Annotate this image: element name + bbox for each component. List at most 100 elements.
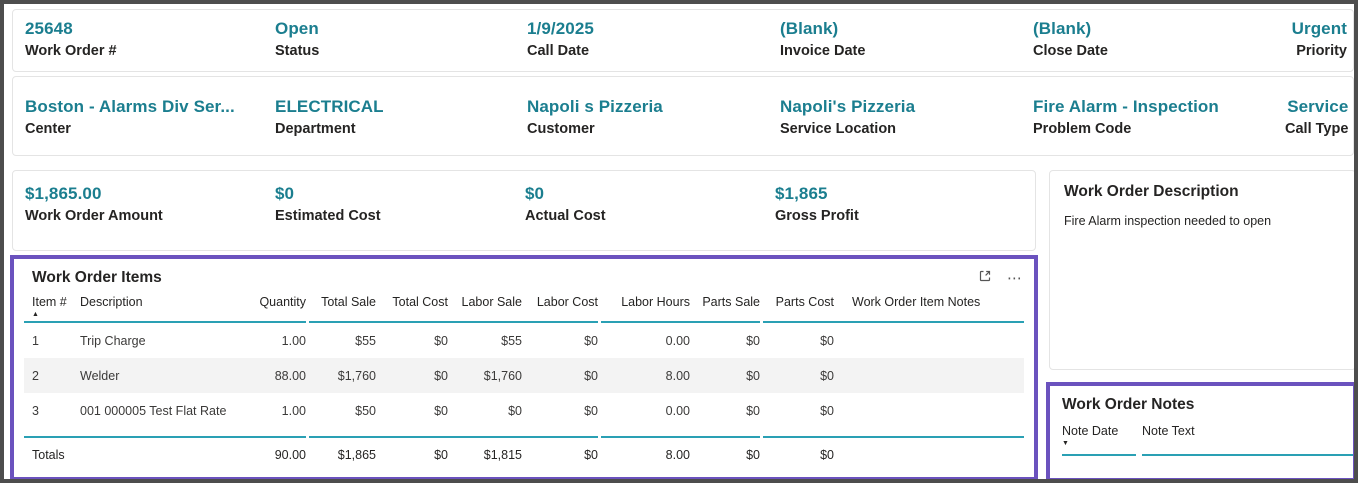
work-order-items-panel: Work Order Items ⋯ Item # ▲ Description … [10,255,1038,479]
kpi-value: $0 [525,184,545,203]
kpi-priority[interactable]: Urgent Priority [1285,19,1347,71]
more-options-icon[interactable]: ⋯ [1007,269,1022,287]
kpi-work-order-number[interactable]: 25648 Work Order # [25,19,275,71]
totals-total-sale: $1,865 [337,448,376,462]
kpi-gross-profit[interactable]: $1,865 Gross Profit [775,184,1035,250]
kpi-label: Priority [1296,43,1347,59]
kpi-invoice-date[interactable]: (Blank) Invoice Date [780,19,1033,71]
sort-descending-icon: ▼ [1062,440,1069,447]
cell-labor-hours: 8.00 [665,368,690,383]
kpi-customer[interactable]: Napoli s Pizzeria Customer [527,97,780,155]
cell-description: Welder [80,368,120,383]
column-header-total-cost[interactable]: Total Cost [392,295,448,309]
kpi-call-date[interactable]: 1/9/2025 Call Date [527,19,780,71]
cell-quantity: 1.00 [281,333,306,348]
kpi-estimated-cost[interactable]: $0 Estimated Cost [275,184,525,250]
totals-quantity: 90.00 [274,448,306,462]
work-order-description-text: Fire Alarm inspection needed to open [1064,214,1272,228]
kpi-actual-cost[interactable]: $0 Actual Cost [525,184,775,250]
totals-parts-cost: $0 [820,448,834,462]
kpi-row-1: 25648 Work Order # Open Status 1/9/2025 … [12,9,1354,72]
cell-parts-sale: $0 [746,368,760,383]
cell-total-sale: $55 [355,333,376,348]
kpi-close-date[interactable]: (Blank) Close Date [1033,19,1285,71]
totals-labor-cost: $0 [584,448,598,462]
cell-parts-cost: $0 [820,333,834,348]
kpi-problem-code[interactable]: Fire Alarm - Inspection Problem Code [1033,97,1285,155]
kpi-work-order-amount[interactable]: $1,865.00 Work Order Amount [25,184,275,250]
cell-parts-sale: $0 [746,333,760,348]
focus-mode-icon[interactable] [977,268,993,289]
cell-labor-sale: $0 [508,403,522,418]
kpi-call-type[interactable]: Service Call Type [1285,97,1348,155]
cell-labor-hours: 0.00 [665,403,690,418]
kpi-value: Napoli's Pizzeria [780,97,916,116]
kpi-label: Work Order Amount [25,208,163,224]
kpi-value: Urgent [1291,19,1347,38]
cell-parts-cost: $0 [820,403,834,418]
column-header-item[interactable]: Item # ▲ [32,295,67,318]
totals-row: Totals 90.00 $1,865 $0 $1,815 $0 8.00 $0… [24,436,1024,472]
column-header-quantity[interactable]: Quantity [259,295,306,309]
cell-total-sale: $50 [355,403,376,418]
kpi-value: Service [1287,97,1349,116]
kpi-value: ELECTRICAL [275,97,384,116]
work-order-description-card[interactable]: Work Order Description Fire Alarm inspec… [1049,170,1354,370]
cell-labor-cost: $0 [584,333,598,348]
cell-description: 001 000005 Test Flat Rate [80,403,227,418]
header-line-gap [598,321,601,323]
kpi-label: Center [25,121,71,137]
work-order-notes-title: Work Order Notes [1062,396,1195,413]
kpi-value: Boston - Alarms Div Ser... [25,97,235,116]
kpi-value: $1,865.00 [25,184,102,203]
cell-total-sale: $1,760 [337,368,376,383]
totals-labor-hours: 8.00 [665,448,690,462]
kpi-value: $0 [275,184,295,203]
cell-parts-cost: $0 [820,368,834,383]
kpi-status[interactable]: Open Status [275,19,527,71]
kpi-service-location[interactable]: Napoli's Pizzeria Service Location [780,97,1033,155]
totals-line-gap [598,436,601,438]
items-table-header: Item # ▲ Description Quantity Total Sale… [24,295,1024,323]
cell-item: 3 [32,403,39,418]
cell-quantity: 1.00 [281,403,306,418]
visual-header-toolbar: ⋯ [977,268,1022,289]
kpi-label: Problem Code [1033,121,1132,137]
kpi-department[interactable]: ELECTRICAL Department [275,97,527,155]
header-line-gap [760,321,763,323]
totals-label: Totals [32,448,65,462]
column-header-work-order-item-notes[interactable]: Work Order Item Notes [852,295,981,309]
column-header-total-sale[interactable]: Total Sale [321,295,376,309]
table-row[interactable]: 3 001 000005 Test Flat Rate 1.00 $50 $0 … [24,393,1024,428]
kpi-value: Open [275,19,319,38]
column-header-note-text[interactable]: Note Text [1142,424,1353,456]
column-header-labor-hours[interactable]: Labor Hours [621,295,690,309]
table-row[interactable]: 2 Welder 88.00 $1,760 $0 $1,760 $0 8.00 … [24,358,1024,393]
cell-labor-sale: $55 [501,333,522,348]
kpi-label: Actual Cost [525,208,606,224]
kpi-value: (Blank) [1033,19,1092,38]
kpi-label: Department [275,121,356,137]
kpi-label: Invoice Date [780,43,866,59]
sort-ascending-icon: ▲ [32,311,39,318]
cell-total-cost: $0 [434,333,448,348]
kpi-label: Call Type [1285,121,1349,137]
column-header-note-date[interactable]: Note Date ▼ [1062,424,1136,456]
kpi-value: (Blank) [780,19,839,38]
header-line-gap [306,321,309,323]
column-header-parts-sale[interactable]: Parts Sale [702,295,760,309]
cell-total-cost: $0 [434,368,448,383]
cell-labor-cost: $0 [584,403,598,418]
column-header-description[interactable]: Description [80,295,143,309]
column-header-labor-sale[interactable]: Labor Sale [461,295,522,309]
cell-parts-sale: $0 [746,403,760,418]
table-row[interactable]: 1 Trip Charge 1.00 $55 $0 $55 $0 0.00 $0… [24,323,1024,358]
work-order-description-title: Work Order Description [1064,183,1239,200]
column-header-parts-cost[interactable]: Parts Cost [775,295,834,309]
kpi-label: Customer [527,121,595,137]
kpi-row-2: Boston - Alarms Div Ser... Center ELECTR… [12,76,1354,156]
column-header-labor-cost[interactable]: Labor Cost [536,295,598,309]
kpi-label: Call Date [527,43,590,59]
kpi-center[interactable]: Boston - Alarms Div Ser... Center [25,97,275,155]
